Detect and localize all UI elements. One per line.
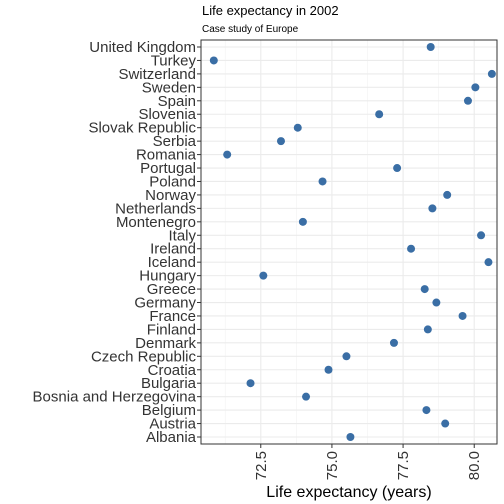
x-tick-label: 75.0 (324, 451, 341, 480)
data-point (209, 56, 218, 65)
data-point (426, 43, 435, 51)
y-tick-label: Croatia (148, 362, 197, 379)
y-tick-label: Greece (147, 281, 196, 298)
data-point (393, 164, 402, 173)
gridlines (201, 40, 497, 444)
x-axis-labels: 72.5 75.0 77.5 80.0 (253, 444, 483, 480)
y-tick-label: Portugal (140, 160, 196, 177)
y-tick-label: Serbia (153, 133, 197, 150)
x-tick-label: 77.5 (395, 451, 412, 480)
data-point (342, 352, 351, 361)
data-point (407, 244, 416, 253)
y-tick-label: Iceland (148, 254, 196, 271)
y-tick-label: Czech Republic (91, 348, 197, 365)
data-point (246, 379, 255, 388)
y-tick-label: Slovak Republic (88, 120, 196, 137)
y-tick-label: Slovenia (138, 106, 196, 123)
y-tick-label: Germany (134, 295, 196, 312)
y-tick-label: Sweden (142, 79, 196, 96)
y-tick-label: Poland (149, 173, 196, 190)
y-tick-label: Hungary (139, 268, 196, 285)
y-tick-label: Norway (145, 187, 196, 204)
x-tick-label: 80.0 (466, 451, 483, 480)
y-tick-label: Ireland (150, 241, 196, 258)
data-point (293, 123, 302, 132)
y-tick-label: Switzerland (118, 66, 196, 83)
y-tick-label: Italy (168, 227, 196, 244)
y-tick-label: Belgium (142, 402, 196, 419)
y-tick-label: Finland (147, 321, 196, 338)
y-tick-label: United Kingdom (89, 39, 196, 56)
data-point (477, 231, 486, 240)
y-tick-label: Montenegro (116, 214, 196, 231)
y-tick-label: Bulgaria (141, 375, 197, 392)
data-point (324, 365, 333, 374)
data-points (209, 43, 496, 441)
y-tick-label: France (149, 308, 196, 325)
y-tick-label: Bosnia and Herzegovina (33, 389, 197, 406)
data-point (463, 96, 472, 105)
data-point (346, 433, 355, 441)
data-point (389, 338, 398, 347)
chart-title: Life expectancy in 2002 (202, 3, 339, 18)
x-tick-label: 72.5 (253, 451, 270, 480)
data-point (441, 419, 450, 428)
y-tick-label: Albania (146, 429, 197, 446)
data-point (259, 271, 268, 280)
chart-subtitle: Case study of Europe (202, 24, 299, 35)
y-tick-label: Denmark (135, 335, 196, 352)
data-point (318, 177, 327, 186)
data-point (423, 325, 432, 334)
y-tick-label: Spain (158, 93, 196, 110)
data-point (428, 204, 437, 213)
y-tick-label: Austria (149, 416, 196, 433)
data-point (422, 406, 431, 415)
data-point (458, 311, 467, 320)
plot-panel (200, 39, 498, 445)
data-point (298, 217, 307, 226)
x-axis-title: Life expectancy (years) (266, 484, 431, 501)
data-point (432, 298, 441, 307)
data-point (223, 150, 232, 159)
data-point (487, 69, 496, 78)
data-point (375, 110, 384, 119)
data-point (443, 190, 452, 199)
data-point (302, 392, 311, 401)
data-point (471, 83, 480, 92)
data-point (276, 137, 285, 146)
y-tick-label: Turkey (151, 52, 197, 69)
data-point (484, 258, 493, 267)
y-tick-label: Netherlands (115, 200, 196, 217)
y-tick-label: Romania (136, 147, 197, 164)
plot-border (200, 39, 498, 445)
data-point (420, 285, 429, 294)
